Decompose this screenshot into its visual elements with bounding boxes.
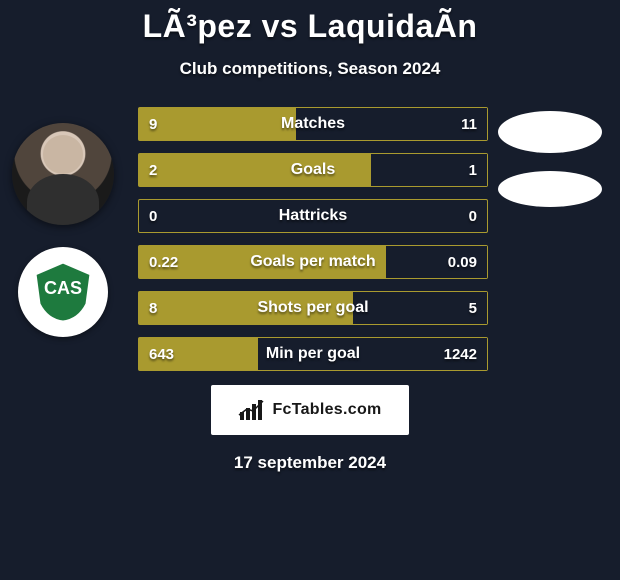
- stat-bars-container: Matches911Goals21Hattricks00Goals per ma…: [138, 107, 488, 383]
- stat-row: Matches911: [138, 107, 488, 141]
- stat-row: Min per goal6431242: [138, 337, 488, 371]
- player1-avatar: [12, 123, 114, 225]
- player1-club-badge: CAS: [18, 247, 108, 337]
- brand-text: FcTables.com: [272, 401, 381, 419]
- stat-label: Hattricks: [139, 200, 487, 232]
- stat-fill-player1: [139, 154, 371, 186]
- brand-logo-icon: [238, 398, 266, 422]
- player2-club-placeholder: [498, 171, 602, 207]
- club-badge-text: CAS: [44, 278, 82, 298]
- left-avatar-column: CAS: [8, 123, 118, 337]
- stat-value-player1: 2: [149, 154, 157, 186]
- stat-fill-player1: [139, 292, 353, 324]
- stat-fill-player2: [353, 292, 487, 324]
- comparison-card: LÃ³pez vs LaquidaÃ­n Club competitions, …: [0, 0, 620, 580]
- stat-fill-player1: [139, 108, 296, 140]
- stat-value-player2: 1242: [444, 338, 477, 370]
- page-subtitle: Club competitions, Season 2024: [0, 59, 620, 79]
- stat-row: Goals per match0.220.09: [138, 245, 488, 279]
- date-text: 17 september 2024: [0, 453, 620, 473]
- stat-value-player2: 0.09: [448, 246, 477, 278]
- brand-badge[interactable]: FcTables.com: [211, 385, 409, 435]
- stat-value-player1: 0.22: [149, 246, 178, 278]
- stat-value-player1: 0: [149, 200, 157, 232]
- stat-value-player2: 11: [461, 108, 477, 140]
- club-shield-icon: CAS: [31, 260, 95, 324]
- player2-avatar-placeholder: [498, 111, 602, 153]
- stat-value-player1: 9: [149, 108, 157, 140]
- stat-row: Shots per goal85: [138, 291, 488, 325]
- page-title: LÃ³pez vs LaquidaÃ­n: [0, 8, 620, 45]
- stat-value-player2: 0: [469, 200, 477, 232]
- stat-value-player2: 5: [469, 292, 477, 324]
- stat-fill-player2: [296, 108, 487, 140]
- stat-value-player1: 643: [149, 338, 174, 370]
- stat-row: Hattricks0 0: [138, 199, 488, 233]
- stat-row: Goals21: [138, 153, 488, 187]
- right-avatar-column: [490, 111, 610, 225]
- stat-value-player2: 1: [469, 154, 477, 186]
- stat-value-player1: 8: [149, 292, 157, 324]
